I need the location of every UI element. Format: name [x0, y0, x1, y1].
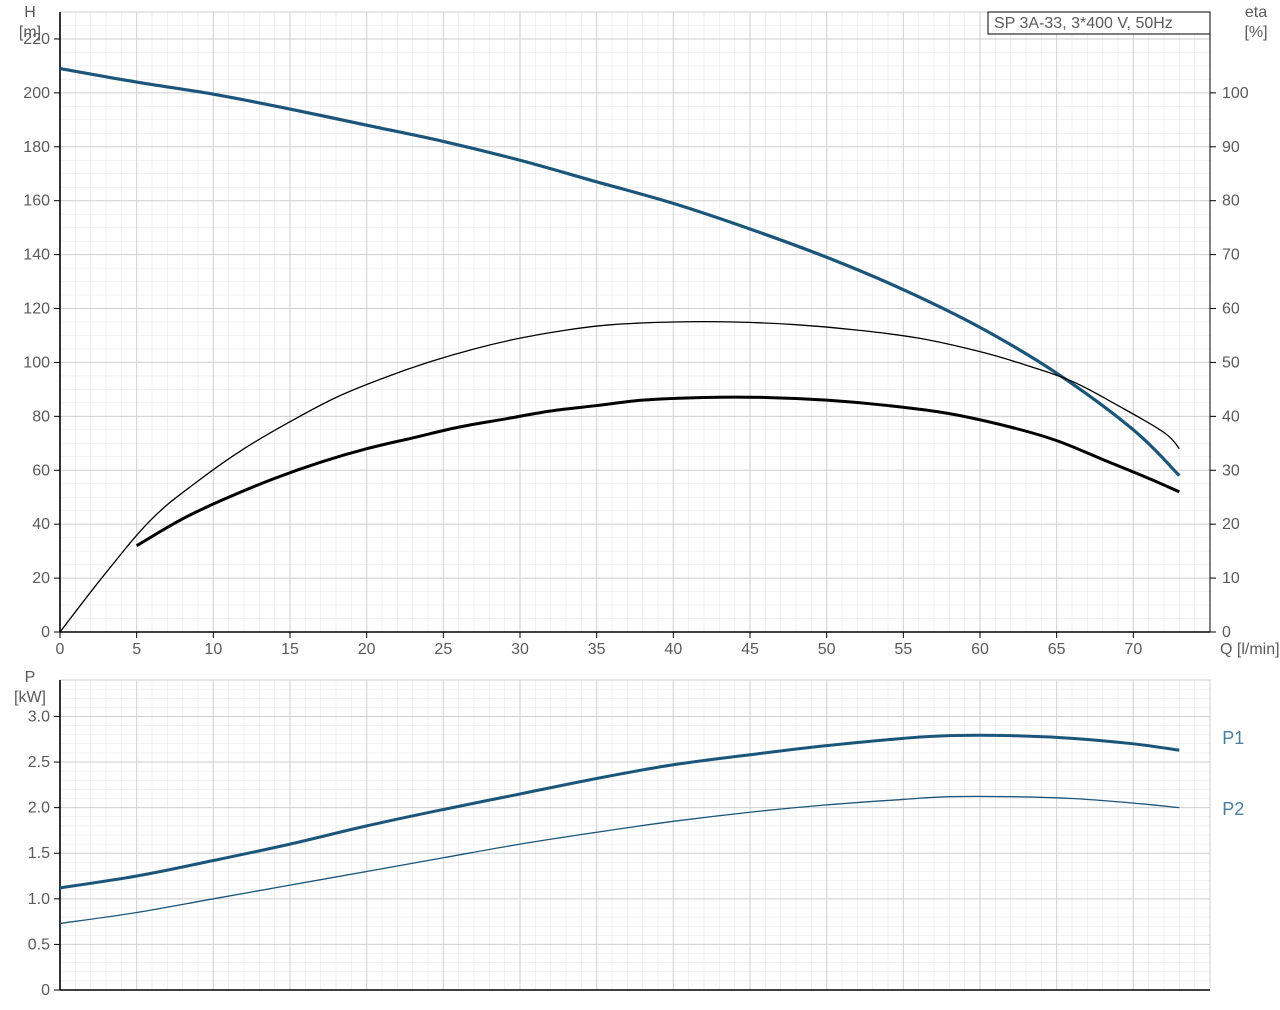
pump-curve-chart: 0510152025303540455055606570Q [l/min]020…	[0, 0, 1280, 1010]
yl-tick-label: 40	[32, 516, 50, 533]
p-y-tick-label: 1.0	[28, 891, 50, 908]
x-tick-label: 40	[664, 641, 682, 658]
x-tick-label: 15	[281, 641, 299, 658]
p-y-tick-label: 0	[41, 982, 50, 999]
p-y-tick-label: 3.0	[28, 708, 50, 725]
yr-axis-label-2: [%]	[1244, 24, 1267, 41]
yr-tick-label: 10	[1222, 570, 1240, 587]
yl-tick-label: 20	[32, 570, 50, 587]
yr-tick-label: 50	[1222, 354, 1240, 371]
yl-tick-label: 0	[41, 624, 50, 641]
yl-tick-label: 120	[23, 301, 50, 318]
yr-axis-label-1: eta	[1245, 4, 1267, 21]
yr-tick-label: 80	[1222, 193, 1240, 210]
x-tick-label: 60	[971, 641, 989, 658]
p-axis-label-2: [kW]	[14, 689, 46, 706]
x-axis-label: Q [l/min]	[1220, 641, 1280, 658]
x-tick-label: 0	[56, 641, 65, 658]
p1-label: P1	[1222, 728, 1244, 748]
yl-axis-label-2: [m]	[19, 24, 41, 41]
yl-tick-label: 200	[23, 85, 50, 102]
p-axis-label-1: P	[25, 669, 36, 686]
p2-label: P2	[1222, 799, 1244, 819]
x-tick-label: 45	[741, 641, 759, 658]
yr-tick-label: 90	[1222, 139, 1240, 156]
yr-tick-label: 20	[1222, 516, 1240, 533]
yr-tick-label: 0	[1222, 624, 1231, 641]
yl-tick-label: 80	[32, 408, 50, 425]
p-y-tick-label: 1.5	[28, 845, 50, 862]
yr-tick-label: 70	[1222, 247, 1240, 264]
yr-tick-label: 40	[1222, 408, 1240, 425]
yr-tick-label: 60	[1222, 301, 1240, 318]
x-tick-label: 55	[894, 641, 912, 658]
x-tick-label: 50	[818, 641, 836, 658]
x-tick-label: 5	[132, 641, 141, 658]
yr-tick-label: 30	[1222, 462, 1240, 479]
x-tick-label: 65	[1048, 641, 1066, 658]
yl-tick-label: 180	[23, 139, 50, 156]
x-tick-label: 30	[511, 641, 529, 658]
x-tick-label: 35	[588, 641, 606, 658]
p-y-tick-label: 0.5	[28, 936, 50, 953]
x-tick-label: 25	[434, 641, 452, 658]
yr-tick-label: 100	[1222, 85, 1249, 102]
p-y-tick-label: 2.5	[28, 754, 50, 771]
chart-container: 0510152025303540455055606570Q [l/min]020…	[0, 0, 1280, 1010]
title-box-text: SP 3A-33, 3*400 V, 50Hz	[994, 15, 1173, 32]
x-tick-label: 20	[358, 641, 376, 658]
x-tick-label: 70	[1124, 641, 1142, 658]
x-tick-label: 10	[204, 641, 222, 658]
yl-tick-label: 60	[32, 462, 50, 479]
p-y-tick-label: 2.0	[28, 800, 50, 817]
yl-tick-label: 140	[23, 247, 50, 264]
yl-axis-label-1: H	[24, 4, 36, 21]
yl-tick-label: 160	[23, 193, 50, 210]
yl-tick-label: 100	[23, 354, 50, 371]
